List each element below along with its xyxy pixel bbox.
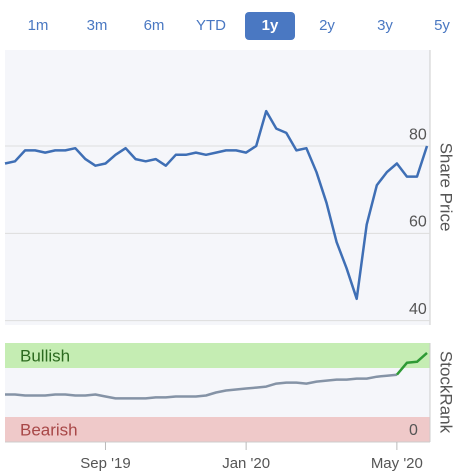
tab[interactable]: 3y — [377, 17, 393, 34]
bullish-label: Bullish — [20, 346, 70, 365]
y-tick-label: 0 — [409, 422, 418, 439]
tab[interactable]: 6m — [144, 17, 165, 34]
tab[interactable]: 5y — [434, 17, 450, 34]
price-line — [4, 109, 429, 301]
x-tick-label: Jan '20 — [222, 455, 270, 472]
y-tick-label: 40 — [409, 301, 427, 318]
y-tick-label: 60 — [409, 214, 427, 231]
tab[interactable]: 1m — [28, 17, 49, 34]
rank-line — [5, 373, 398, 400]
x-tick-label: May '20 — [371, 455, 423, 472]
tab[interactable]: 3m — [87, 17, 108, 34]
price-axis-title: Share Price — [437, 143, 456, 232]
tab[interactable]: 1y — [262, 17, 279, 34]
bearish-label: Bearish — [20, 420, 78, 439]
price-plot-area — [5, 50, 430, 325]
tab[interactable]: 2y — [319, 17, 335, 34]
y-tick-label: 80 — [409, 126, 427, 143]
rank-axis-title: StockRank — [437, 351, 456, 434]
x-tick-label: Sep '19 — [80, 455, 130, 472]
tab-active-bg — [245, 12, 295, 40]
tab[interactable]: YTD — [196, 17, 226, 34]
bullish-band — [5, 343, 430, 368]
rank-line — [395, 351, 428, 376]
bearish-band — [5, 417, 430, 442]
